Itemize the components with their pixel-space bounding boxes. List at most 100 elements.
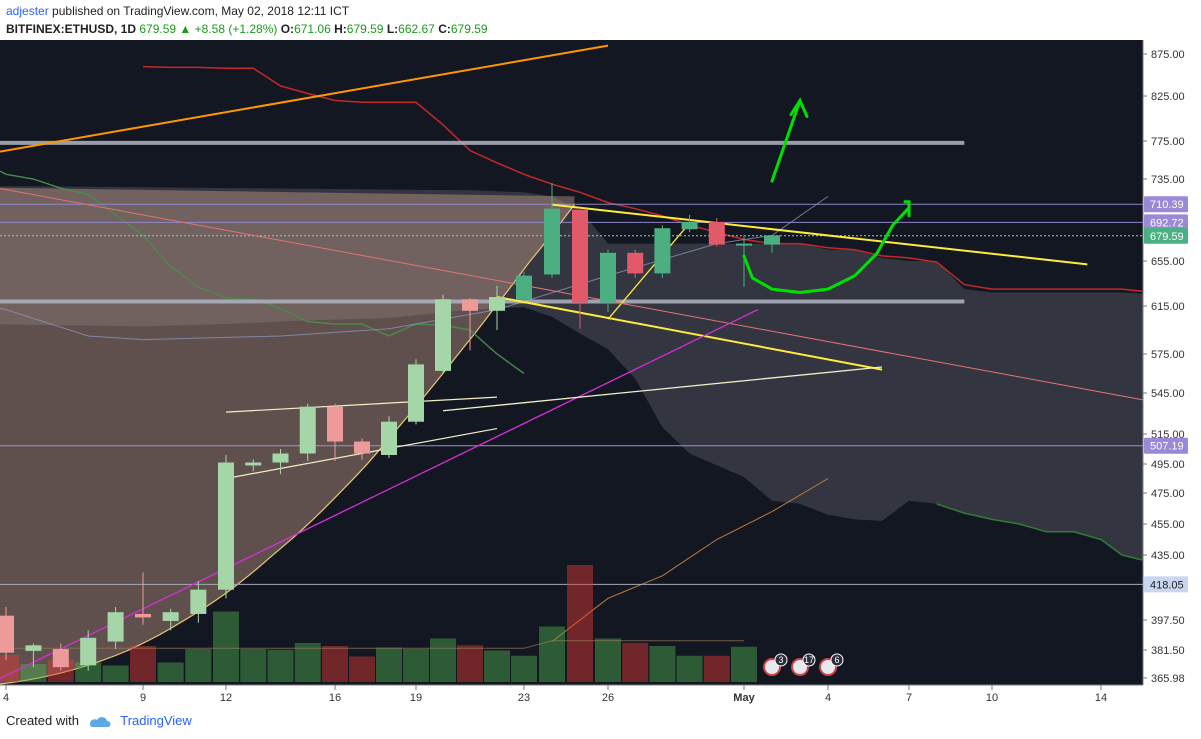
y-tick-label: 545.00: [1151, 388, 1185, 400]
x-tick-label: 12: [220, 692, 232, 704]
trendline-yellow-lower: [496, 296, 883, 371]
dark-green-band-line: [0, 170, 525, 375]
candle-body: [654, 228, 671, 274]
candle-body: [381, 421, 397, 455]
trendline-yellow-upper: [551, 203, 1088, 266]
bounce-path: [742, 206, 911, 294]
x-tick-label: 7: [906, 692, 912, 704]
price-label: 507.19: [1150, 441, 1184, 453]
high-label: H:: [334, 22, 347, 36]
volume-bar: [0, 655, 19, 682]
price-label-box: [1144, 196, 1188, 213]
candle-body: [708, 222, 725, 245]
candle-body: [80, 637, 97, 666]
candle-body: [544, 208, 560, 275]
parabolic-curve: [0, 204, 575, 685]
price-label-box: [1144, 576, 1188, 593]
y-tick-label: 495.00: [1151, 459, 1185, 471]
author-link[interactable]: adjester: [6, 4, 49, 18]
candle-body: [272, 453, 289, 463]
high-value: 679.59: [346, 22, 384, 36]
volume-bar: [349, 656, 375, 682]
bounce-path-hook: [903, 200, 911, 218]
price-label: 692.72: [1150, 217, 1184, 229]
candle-body: [627, 252, 644, 274]
price-label: 418.05: [1150, 579, 1184, 591]
y-tick-label: 735.00: [1151, 174, 1185, 186]
event-count-label: 3: [778, 655, 783, 665]
event-count-label: 17: [804, 655, 814, 665]
candle-body: [681, 222, 698, 230]
volume-ma: [0, 640, 744, 649]
up-arrow-head: [789, 97, 809, 118]
volume-bar: [567, 565, 593, 682]
candle-body: [218, 462, 234, 590]
candle-body: [736, 243, 752, 246]
volume-bar: [130, 646, 156, 682]
low-value: 662.67: [398, 22, 435, 36]
candle-body: [462, 299, 478, 311]
volume-bar: [102, 665, 129, 682]
y-tick-label: 435.00: [1151, 550, 1185, 562]
footer: Created with TradingView: [6, 713, 192, 729]
candle-body: [245, 462, 262, 466]
created-with: Created with: [6, 713, 79, 728]
volume-bar: [622, 643, 649, 682]
event-count-badge: [830, 653, 844, 667]
volume-bar: [322, 646, 348, 682]
ma-line-blue: [0, 195, 829, 341]
event-count-label: 6: [834, 655, 839, 665]
x-tick-label: 9: [140, 692, 146, 704]
price-label-box: [1144, 227, 1188, 244]
candle-body: [516, 275, 532, 300]
volume-bar: [294, 643, 321, 682]
open-value: 671.06: [294, 22, 331, 36]
volume-bar: [649, 646, 676, 682]
close-label: C:: [438, 22, 451, 36]
candle-body: [0, 615, 14, 653]
ma-line-orange: [551, 478, 829, 642]
candle-body: [25, 645, 42, 651]
red-band-line: [142, 65, 1144, 293]
volume-bar: [403, 649, 429, 682]
volume-bar: [430, 638, 456, 682]
volume-bar: [376, 647, 402, 682]
symbol-label: BITFINEX:ETHUSD, 1D: [6, 22, 137, 36]
green-band-line: [936, 503, 1144, 561]
y-tick-label: 475.00: [1151, 488, 1185, 500]
shaded-region: [0, 187, 575, 685]
last-price: 679.59: [139, 22, 177, 36]
close-value: 679.59: [450, 22, 488, 36]
price-chart[interactable]: 3 17 6 875.00 825.00 775.00 735.00 655.00 615.0…: [0, 40, 1201, 708]
trendline-white-wedge-top: [225, 396, 498, 413]
y-tick-label: 365.98: [1151, 673, 1185, 685]
y-tick-label: 875.00: [1151, 49, 1185, 61]
candle-body: [107, 612, 124, 642]
candle-body: [435, 299, 451, 371]
candle-body: [162, 612, 179, 621]
tradingview-link[interactable]: TradingView: [120, 713, 192, 728]
candle-body: [52, 649, 69, 668]
price-label-box: [1144, 214, 1188, 231]
volume-bar: [484, 650, 510, 682]
volume-bar: [20, 664, 47, 682]
volume-bar: [703, 655, 730, 682]
volume-bar: [185, 649, 212, 682]
candle-body: [327, 406, 343, 442]
price-label: 710.39: [1150, 199, 1184, 211]
event-count-badge: [774, 653, 788, 667]
candle-body: [764, 235, 780, 245]
x-tick-label: May: [733, 692, 755, 704]
price-change: +8.58 (+1.28%): [194, 22, 278, 36]
candle-body: [135, 613, 151, 618]
candle-body: [408, 364, 424, 422]
y-tick-label: 397.50: [1151, 615, 1185, 627]
trendline-orange: [0, 44, 609, 153]
price-label-box: [1144, 437, 1188, 454]
y-tick-label: 381.50: [1151, 645, 1185, 657]
y-tick-label: 825.00: [1151, 91, 1185, 103]
volume-bar: [676, 655, 703, 682]
volume-bar: [511, 655, 537, 682]
x-tick-label: 4: [825, 692, 831, 704]
plot-area: [0, 40, 1143, 685]
